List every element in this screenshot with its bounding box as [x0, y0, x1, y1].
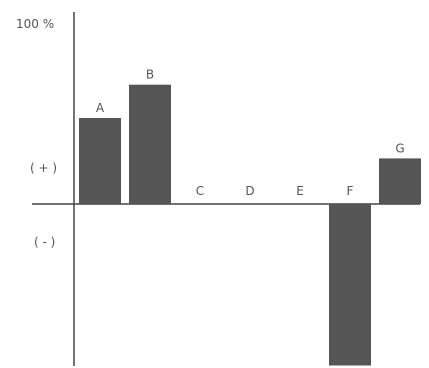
- bar-b: [129, 84, 171, 204]
- positive-label: ( + ): [30, 161, 57, 175]
- category-label-e: E: [296, 184, 304, 198]
- category-label-f: F: [347, 184, 354, 198]
- bar-g: [379, 158, 421, 204]
- category-label-g: G: [395, 141, 404, 155]
- bar-a: [79, 118, 121, 204]
- category-label-a: A: [96, 101, 105, 115]
- category-labels-group: A B C D E F G: [96, 68, 405, 198]
- category-label-d: D: [245, 184, 254, 198]
- bars-group: [79, 84, 421, 366]
- negative-label: ( - ): [34, 235, 55, 249]
- bar-f: [329, 204, 371, 366]
- category-label-b: B: [146, 68, 154, 82]
- y-top-label: 100 %: [16, 17, 54, 31]
- category-label-c: C: [196, 184, 204, 198]
